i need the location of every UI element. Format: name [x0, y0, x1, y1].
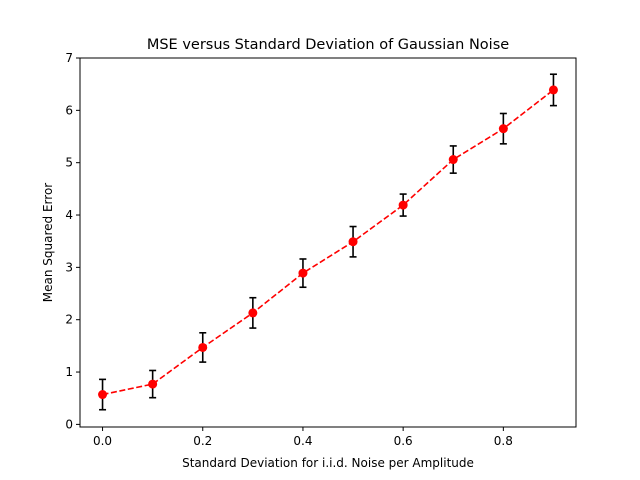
y-tick-label: 2	[65, 313, 73, 327]
plot-frame	[79, 57, 577, 428]
y-tick-label: 0	[65, 417, 73, 431]
data-point	[498, 124, 508, 134]
x-tick-label: 0.6	[394, 434, 413, 448]
data-series	[98, 73, 558, 411]
data-point	[398, 200, 408, 210]
x-tick-label: 0.8	[494, 434, 513, 448]
y-tick-label: 3	[65, 260, 73, 274]
data-point	[198, 342, 208, 352]
x-tick-label: 0.2	[193, 434, 212, 448]
y-tick-label: 7	[65, 51, 73, 65]
chart-title: MSE versus Standard Deviation of Gaussia…	[147, 37, 509, 53]
y-axis-title: Mean Squared Error	[41, 183, 55, 303]
x-tick-label: 0.4	[293, 434, 312, 448]
y-tick-label: 1	[65, 365, 73, 379]
data-point	[448, 155, 458, 165]
plot-area	[80, 58, 576, 427]
y-tick-label: 4	[65, 208, 73, 222]
data-point	[548, 85, 558, 95]
y-axis: 0 1 2 3 4 5 6 7	[65, 51, 80, 431]
x-axis: 0.0 0.2 0.4 0.6 0.8	[93, 427, 513, 448]
x-axis-title: Standard Deviation for i.i.d. Noise per …	[182, 456, 474, 470]
data-point	[148, 379, 158, 389]
series-line	[102, 89, 554, 396]
data-point	[98, 390, 108, 400]
x-tick-label: 0.0	[93, 434, 112, 448]
y-tick-label: 5	[65, 156, 73, 170]
data-point	[348, 237, 358, 247]
y-tick-label: 6	[65, 103, 73, 117]
data-point	[298, 268, 308, 278]
data-point	[248, 308, 258, 318]
